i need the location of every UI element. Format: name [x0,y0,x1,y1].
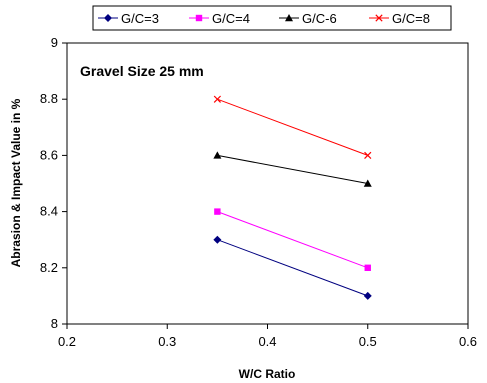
legend-label: G/C-6 [302,11,337,26]
data-point-marker [364,151,372,160]
y-tick-label: 8 [51,316,58,331]
legend-label: G/C=4 [212,11,250,26]
y-axis-title: Abrasion & Impact Value in % [9,98,23,267]
data-point-marker [213,235,222,244]
legend-marker [285,14,293,22]
y-tick-label: 9 [51,35,58,50]
x-tick-label: 0.5 [359,334,377,349]
data-point-marker-stroke [364,151,372,160]
y-tick-label: 8.4 [40,204,58,219]
y-tick-label: 8.2 [40,260,58,275]
legend-marker [195,14,203,22]
y-tick-label: 8.8 [40,91,58,106]
x-tick-label: 0.2 [58,334,76,349]
legend-marker [104,14,112,22]
plot-area [66,42,469,325]
x-tick-label: 0.6 [459,334,477,349]
data-point-marker [363,179,372,187]
series-line-2 [217,211,368,269]
legend-frame [92,5,452,31]
series-line-4 [217,98,368,156]
legend-label: G/C=8 [392,11,430,26]
legend: G/C=3 G/C=4 G/C-6 G/C=8 [92,5,452,31]
data-point-marker [364,264,371,271]
data-point-marker [363,291,372,300]
series-line-3 [217,154,368,184]
chart-annotation: Gravel Size 25 mm [80,63,204,79]
legend-marker [375,14,383,22]
data-point-marker [213,95,221,103]
legend-label: G/C=3 [121,11,159,26]
y-tick-label: 8.6 [40,147,58,162]
data-point-marker [214,208,221,215]
data-point-marker-stroke [213,95,221,103]
legend-marker-stroke [375,14,383,22]
x-axis-title: W/C Ratio [239,367,296,381]
series-line-1 [217,239,368,297]
x-tick-label: 0.3 [158,334,176,349]
data-point-marker [213,151,222,159]
x-tick-label: 0.4 [258,334,276,349]
